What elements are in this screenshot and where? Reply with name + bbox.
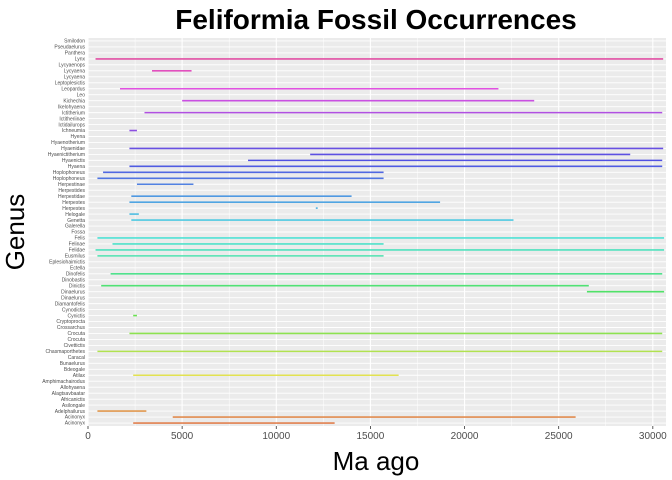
x-tick-label: 20000 — [451, 431, 479, 442]
y-tick-label: Crocuta — [67, 337, 85, 343]
y-tick-label: Africanictis — [61, 397, 86, 403]
y-tick-label: Ictitherium — [62, 110, 85, 116]
y-tick-label: Acinonyx — [65, 421, 86, 427]
y-tick-label: Bunaelurus — [60, 361, 86, 367]
y-tick-label: Felidae — [69, 248, 86, 254]
y-tick-label: Lynx — [75, 57, 86, 63]
y-tick-label: Smilodon — [64, 39, 85, 45]
y-tick-label: Hyaena — [68, 164, 85, 170]
y-tick-label: Bdeogale — [64, 367, 85, 373]
y-tick-label: Hyaenictitherium — [48, 152, 85, 158]
y-tick-label: Allohyaena — [60, 385, 85, 391]
y-tick-label: Ictitheriinae — [59, 116, 85, 122]
y-tick-label: Herpestidae — [58, 194, 85, 200]
y-tick-label: Lycyaenops — [59, 63, 86, 69]
y-tick-label: Leo — [77, 92, 86, 98]
y-tick-label: Kichechia — [63, 98, 85, 104]
y-tick-label: Dinaelurus — [61, 295, 85, 301]
y-tick-label: Dinaelurus — [61, 289, 85, 295]
y-tick-label: Diamantofelis — [55, 301, 86, 307]
y-tick-label: Lycyaena — [64, 69, 85, 75]
y-tick-label: Ikelohyaena — [58, 104, 85, 110]
x-tick-label: 15000 — [357, 431, 385, 442]
y-tick-label: Herpestes — [62, 206, 85, 212]
y-tick-label: Ictidailurops — [58, 122, 85, 128]
y-tick-label: Hyaenotherium — [51, 140, 85, 146]
y-tick-label: Hoplophoneus — [53, 170, 86, 176]
y-tick-label: Dinobastis — [62, 277, 86, 283]
y-tick-label: Felis — [74, 236, 85, 242]
y-tick-label: Fossa — [71, 230, 85, 236]
y-tick-label: Dinofelis — [66, 271, 86, 277]
y-tick-label: Atilax — [73, 373, 86, 379]
y-tick-label: Cryptoprocta — [56, 319, 85, 325]
y-tick-label: Felinae — [69, 242, 86, 248]
x-tick-label: 0 — [85, 431, 91, 442]
y-tick-label: Leopardus — [61, 86, 85, 92]
y-tick-label: Herpestes — [62, 200, 85, 206]
y-tick-label: Caracal — [68, 355, 85, 361]
y-tick-label: Helogale — [65, 212, 85, 218]
y-tick-label: Hoplophoneus — [53, 176, 86, 182]
y-tick-label: Hyena — [71, 134, 86, 140]
y-tick-label: Lycyaena — [64, 75, 85, 81]
y-tick-label: Acinonyx — [65, 415, 86, 421]
y-tick-label: Alagtsavbaatar — [52, 391, 86, 397]
x-tick-labels: 0 5000 10000 15000 20000 25000 30000 — [85, 426, 667, 442]
y-tick-label: Hyaenictis — [62, 158, 86, 164]
x-axis-title: Ma ago — [333, 446, 420, 476]
x-tick-label: 25000 — [545, 431, 573, 442]
chart-title: Feliformia Fossil Occurrences — [175, 4, 577, 35]
x-tick-label: 10000 — [262, 431, 290, 442]
y-tick-label: Adelphailurus — [55, 409, 86, 415]
y-tick-label: Galerella — [65, 224, 85, 230]
y-tick-label: Chasmaporthetes — [46, 349, 86, 355]
y-tick-label: Civettictis — [64, 343, 86, 349]
y-tick-label: Asilongale — [62, 403, 85, 409]
y-tick-label: Crocuta — [67, 331, 85, 337]
y-tick-label: Cynodictis — [62, 307, 86, 313]
y-tick-label: Amphimachairodus — [42, 379, 85, 385]
y-tick-labels: SmilodonPseudaelurusPantheraLynxLycyaeno… — [42, 39, 85, 427]
y-tick-label: Hyaenidae — [61, 146, 85, 152]
y-tick-label: Crossarchus — [57, 325, 86, 331]
y-tick-label: Herpestides — [58, 188, 85, 194]
y-tick-label: Ichneumia — [62, 128, 85, 134]
y-tick-label: Cynictis — [67, 313, 85, 319]
x-tick-label: 5000 — [171, 431, 194, 442]
y-tick-label: Herpestinae — [58, 182, 85, 188]
x-tick-label: 30000 — [639, 431, 667, 442]
y-tick-label: Eusmilus — [65, 254, 86, 260]
occurrence-bars — [95, 58, 665, 424]
y-tick-label: Leptoplesictis — [55, 80, 86, 86]
y-axis-title: Genus — [0, 194, 30, 271]
y-tick-label: Eplesiohaimictis — [49, 260, 85, 266]
y-tick-label: Ectella — [70, 266, 85, 272]
y-tick-label: Genetta — [67, 218, 85, 224]
y-tick-label: Pseudaelurus — [54, 45, 85, 51]
y-tick-label: Panthera — [65, 51, 86, 57]
y-tick-label: Dinictis — [69, 283, 86, 289]
